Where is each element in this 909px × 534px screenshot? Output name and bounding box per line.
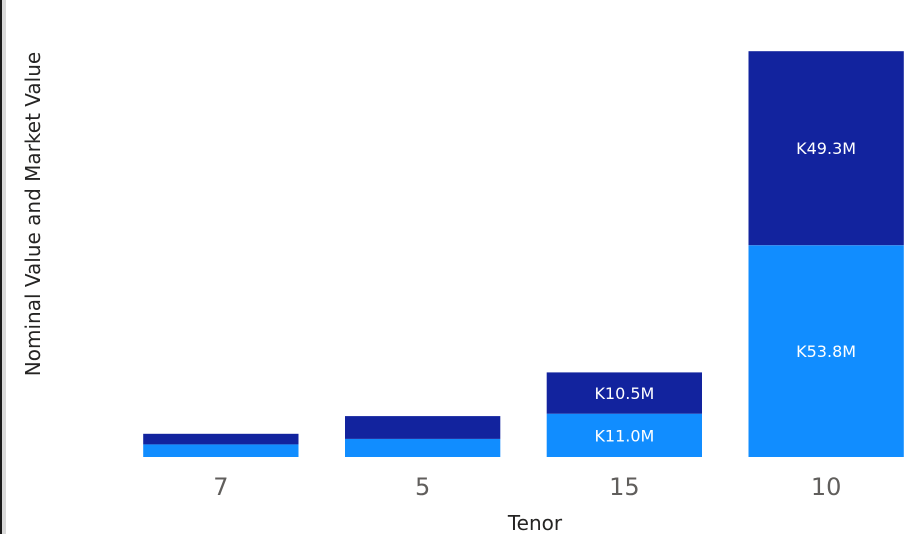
bar-segment-10-series-1[interactable] [748, 245, 904, 457]
bar-segment-5-series-2[interactable] [345, 416, 501, 439]
bar-segment-15-series-1[interactable] [546, 413, 702, 457]
y-axis-title: Nominal Value and Market Value [21, 52, 45, 376]
bar-segment-5-series-1[interactable] [345, 438, 501, 457]
x-tick-label-7: 7 [213, 473, 228, 501]
data-label-15-series-1: K11.0M [594, 426, 654, 445]
bar-segment-7-series-2[interactable] [143, 433, 299, 445]
x-tick-label-5: 5 [415, 473, 430, 501]
data-label-10-series-2: K49.3M [796, 139, 856, 158]
data-label-15-series-2: K10.5M [594, 384, 654, 403]
x-tick-label-15: 15 [609, 473, 640, 501]
data-labels-layer: K11.0M K10.5M K53.8M K49.3M [594, 139, 856, 445]
bar-segment-10-series-2[interactable] [748, 51, 904, 246]
bar-segment-7-series-1[interactable] [143, 444, 299, 457]
bars-layer [143, 51, 904, 457]
bar-segment-15-series-2[interactable] [546, 372, 702, 414]
x-tick-labels: 7 5 15 10 [213, 473, 841, 501]
x-axis-title: Tenor [507, 511, 563, 534]
page-left-edge [0, 0, 2, 534]
data-label-10-series-1: K53.8M [796, 342, 856, 361]
page-left-edge-shadow [2, 0, 6, 534]
x-tick-label-10: 10 [811, 473, 842, 501]
